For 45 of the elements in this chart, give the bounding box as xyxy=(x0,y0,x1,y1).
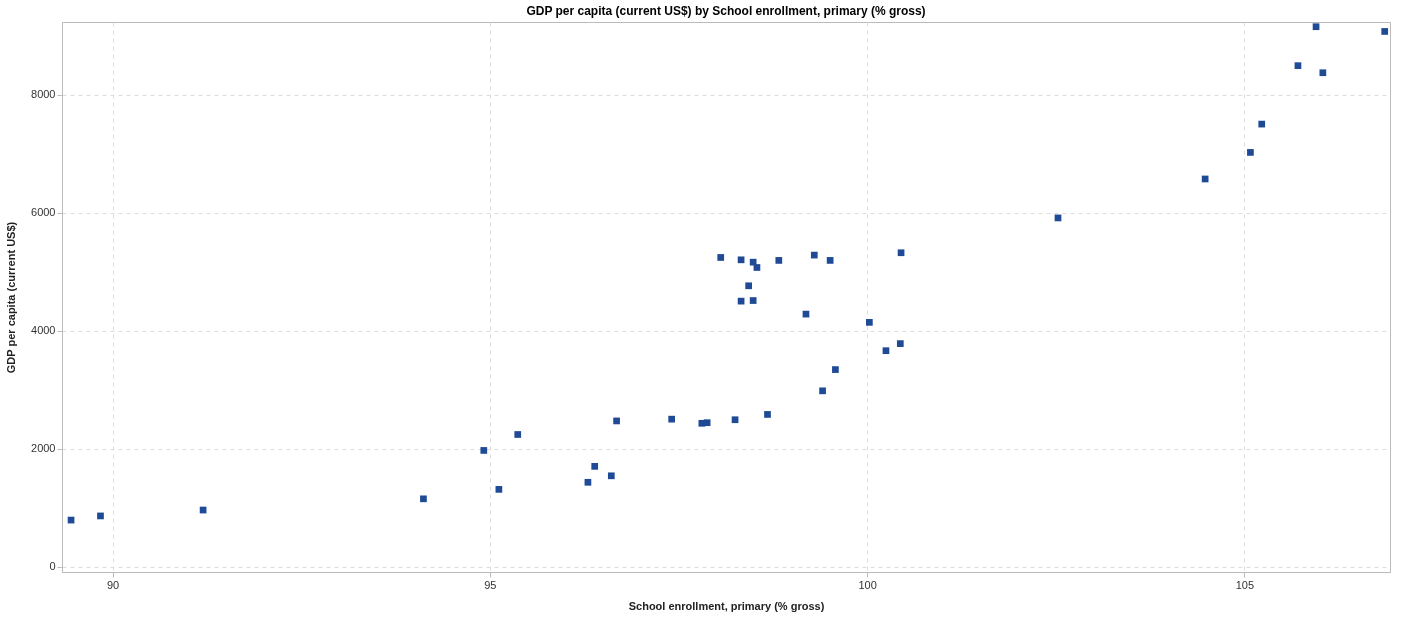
y-tick-label: 8000 xyxy=(31,88,56,101)
x-tick-label: 100 xyxy=(858,578,877,591)
y-tick-label: 6000 xyxy=(31,206,56,219)
point xyxy=(737,256,745,264)
point xyxy=(832,366,839,373)
point xyxy=(819,387,826,395)
point xyxy=(810,251,818,259)
point xyxy=(896,340,904,347)
x-tick-label: 90 xyxy=(106,578,120,591)
point xyxy=(668,415,676,423)
point xyxy=(775,257,783,264)
point xyxy=(749,297,757,304)
point xyxy=(717,254,725,261)
x-tick-label: 95 xyxy=(484,578,497,591)
point xyxy=(703,419,711,427)
point xyxy=(613,417,620,425)
point xyxy=(1247,149,1254,156)
y-tick-label: 2000 xyxy=(31,442,56,455)
point xyxy=(97,512,104,520)
point xyxy=(764,411,771,418)
y-tick-label: 0 xyxy=(49,560,56,573)
point xyxy=(1381,28,1389,35)
point xyxy=(584,478,592,486)
point xyxy=(591,463,599,470)
point xyxy=(882,347,890,355)
point xyxy=(1258,120,1266,128)
point xyxy=(495,486,503,493)
point xyxy=(607,472,615,480)
point xyxy=(731,416,739,424)
point xyxy=(1319,69,1327,77)
x-tick-label: 105 xyxy=(1235,578,1255,591)
point xyxy=(514,431,522,438)
point xyxy=(745,282,752,290)
point xyxy=(866,319,873,326)
point xyxy=(1312,23,1320,31)
point xyxy=(753,264,761,271)
point xyxy=(1294,62,1302,70)
y-tick-label: 4000 xyxy=(31,324,56,337)
point xyxy=(826,257,834,264)
point xyxy=(480,447,488,454)
chart-title: GDP per capita (current US$) by School enrollment, primary (% gross) xyxy=(526,4,926,18)
x-axis-title: School enrollment, primary (% gross) xyxy=(628,599,825,612)
point xyxy=(897,249,905,257)
point xyxy=(420,495,427,503)
y-axis-title: GDP per capita (current US$) xyxy=(5,221,18,374)
